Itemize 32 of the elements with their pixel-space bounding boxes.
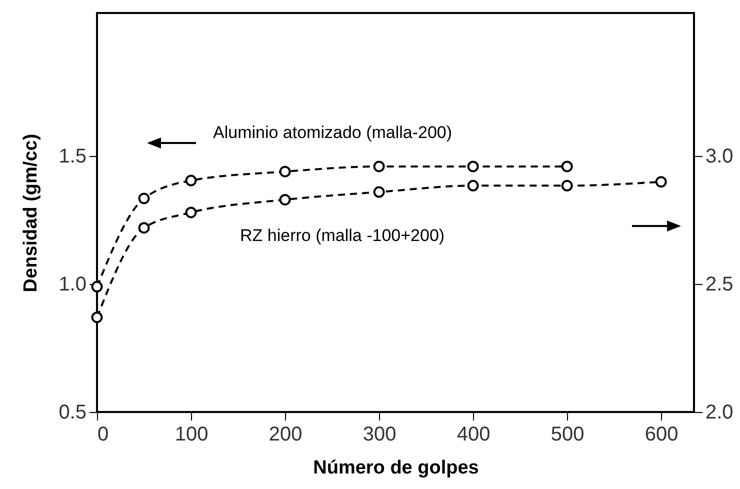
x-tick-label: 300 [362, 424, 396, 446]
point [467, 160, 479, 172]
y-tick-label: 0.5 [58, 402, 86, 424]
x-axis-title: Número de golpes [313, 458, 479, 478]
point [138, 222, 150, 234]
y-tick-label: 1.0 [58, 274, 86, 296]
point [185, 174, 197, 186]
point [279, 166, 291, 178]
y-tick-label: 1.5 [58, 146, 86, 168]
y2-tick-label: 2.0 [706, 402, 734, 424]
point [373, 186, 385, 198]
x-tick-label: 200 [268, 424, 302, 446]
point [655, 176, 667, 188]
x-tick-label: 500 [550, 424, 584, 446]
point [561, 160, 573, 172]
annotation: RZ hierro (malla -100+200) [240, 226, 445, 245]
point [561, 180, 573, 192]
annotation: Aluminio atomizado (malla-200) [213, 123, 452, 142]
point [279, 194, 291, 206]
y-axis-title: Densidad (gm/cc) [20, 134, 42, 292]
point [185, 206, 197, 218]
x-tick-label: 600 [644, 424, 678, 446]
point [373, 160, 385, 172]
point [138, 192, 150, 204]
point [91, 312, 103, 324]
point [467, 180, 479, 192]
x-tick-label: 400 [456, 424, 490, 446]
x-tick-label: 0 [98, 424, 109, 446]
y2-tick-label: 3.0 [706, 146, 734, 168]
x-tick-label: 100 [174, 424, 208, 446]
y2-tick-label: 2.5 [706, 274, 734, 296]
point [91, 280, 103, 292]
